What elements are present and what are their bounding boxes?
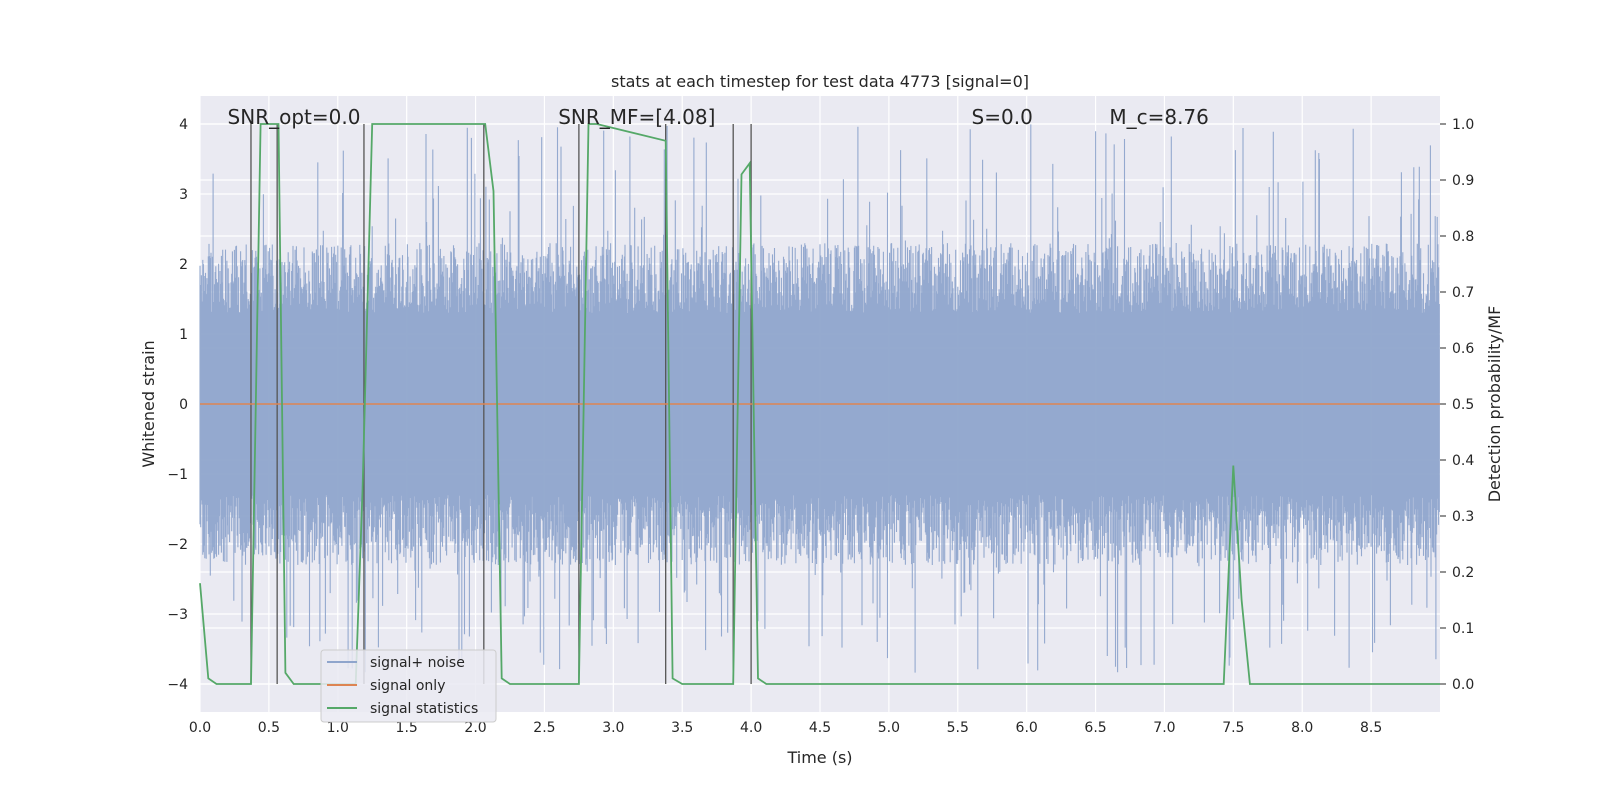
x-tick-label-0: 0.0 — [189, 720, 211, 736]
y2-tick-label-4: 0.4 — [1452, 453, 1474, 469]
y-axis-label: Whitened strain — [139, 340, 158, 467]
annotation-0: SNR_opt=0.0 — [228, 105, 361, 129]
x-tick-label-15: 7.5 — [1222, 720, 1244, 736]
ticks: 0.0 0.5 1.0 1.5 2.0 2.5 3.0 3.5 4.0 4.5 5.0 5.5 6.0 6… — [167, 117, 1474, 736]
x-tick-label-13: 6.5 — [1084, 720, 1106, 736]
series-line-2 — [199, 123, 1440, 685]
y-tick-label-8: 4 — [179, 117, 188, 133]
y-tick-label-6: 2 — [179, 257, 188, 273]
y2-tick-label-7: 0.7 — [1452, 285, 1474, 301]
y2-tick-label-2: 0.2 — [1452, 565, 1474, 581]
y2-tick-label-8: 0.8 — [1452, 229, 1474, 245]
y-tick-label-5: 1 — [179, 327, 188, 343]
x-tick-label-9: 4.5 — [809, 720, 831, 736]
x-tick-label-4: 2.0 — [464, 720, 486, 736]
x-tick-label-7: 3.5 — [671, 720, 693, 736]
y2-tick-label-1: 0.1 — [1452, 621, 1474, 637]
x-tick-label-14: 7.0 — [1153, 720, 1175, 736]
y2-tick-label-10: 1.0 — [1452, 117, 1474, 133]
y-tick-label-4: 0 — [179, 397, 188, 413]
x-axis-label: Time (s) — [786, 748, 852, 767]
annotation-1: SNR_MF=[4.08] — [558, 105, 715, 129]
chart-title: stats at each timestep for test data 477… — [611, 72, 1029, 91]
annotation-3: M_c=8.76 — [1109, 105, 1209, 129]
x-tick-label-5: 2.5 — [533, 720, 555, 736]
y2-tick-label-9: 0.9 — [1452, 173, 1474, 189]
y2-tick-label-0: 0.0 — [1452, 677, 1474, 693]
y-tick-label-7: 3 — [179, 187, 188, 203]
y2-tick-label-6: 0.6 — [1452, 341, 1474, 357]
x-tick-label-3: 1.5 — [396, 720, 418, 736]
y-tick-label-0: −4 — [167, 677, 188, 693]
x-tick-label-16: 8.0 — [1291, 720, 1313, 736]
annotations: SNR_opt=0.0 SNR_MF=[4.08] S=0.0 M_c=8.76 — [228, 105, 1209, 129]
legend-label-signal-plus-noise: signal+ noise — [370, 655, 465, 671]
x-tick-label-8: 4.0 — [740, 720, 762, 736]
legend-label-signal-only: signal only — [370, 678, 445, 694]
x-tick-label-10: 5.0 — [878, 720, 900, 736]
x-tick-label-11: 5.5 — [947, 720, 969, 736]
x-tick-label-17: 8.5 — [1360, 720, 1382, 736]
x-tick-label-12: 6.0 — [1016, 720, 1038, 736]
x-tick-label-1: 0.5 — [258, 720, 280, 736]
y2-tick-label-3: 0.3 — [1452, 509, 1474, 525]
y-tick-label-3: −1 — [167, 467, 188, 483]
y2-axis-label: Detection probability/MF — [1485, 306, 1504, 503]
legend: signal+ noise signal only signal statist… — [320, 649, 497, 723]
y2-tick-label-5: 0.5 — [1452, 397, 1474, 413]
y-tick-label-2: −2 — [167, 537, 188, 553]
y-tick-label-1: −3 — [167, 607, 188, 623]
legend-label-signal-statistics: signal statistics — [370, 701, 478, 717]
series-lines — [199, 123, 1440, 685]
legend-box — [320, 649, 497, 723]
annotation-2: S=0.0 — [972, 105, 1033, 129]
x-tick-label-2: 1.0 — [327, 720, 349, 736]
x-tick-label-6: 3.0 — [602, 720, 624, 736]
